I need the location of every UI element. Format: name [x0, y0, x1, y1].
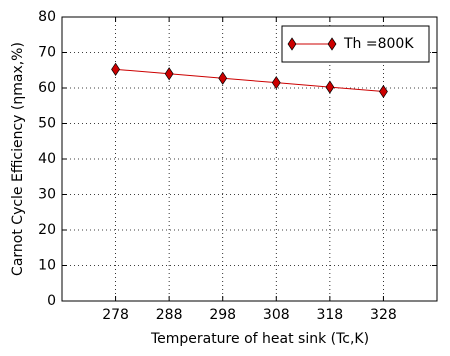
plot-frame — [61, 16, 438, 302]
legend-marker — [287, 37, 297, 51]
y-tick-label: 20 — [38, 222, 56, 238]
x-tick-label: 328 — [370, 307, 397, 323]
marker — [271, 76, 281, 90]
y-tick-label: 70 — [38, 45, 56, 61]
marker — [325, 80, 335, 94]
y-tick-label: 60 — [38, 80, 56, 96]
x-axis-label: Temperature of heat sink (Tc,K) — [150, 331, 369, 347]
marker — [164, 67, 174, 81]
x-tick-label: 318 — [316, 307, 343, 323]
y-tick-label: 30 — [38, 187, 56, 203]
marker — [111, 62, 120, 76]
y-tick-label: 10 — [38, 258, 56, 274]
y-tick-label: 0 — [47, 293, 56, 309]
line — [115, 68, 384, 93]
x-tick-label: 278 — [102, 307, 129, 323]
marker — [218, 71, 228, 85]
y-tick-label: 80 — [38, 9, 56, 25]
y-tick-label: 50 — [38, 116, 56, 132]
x-tick-label: 288 — [156, 307, 183, 323]
legend-label: Th =800K — [343, 36, 414, 52]
y-axis-label: Carnot Cycle Efficiency (ηmax,%) — [10, 42, 26, 276]
x-tick-label: 298 — [209, 307, 236, 323]
x-tick-label: 308 — [263, 307, 290, 323]
legend-marker — [327, 37, 337, 51]
marker — [379, 84, 388, 99]
y-tick-label: 40 — [38, 151, 56, 167]
